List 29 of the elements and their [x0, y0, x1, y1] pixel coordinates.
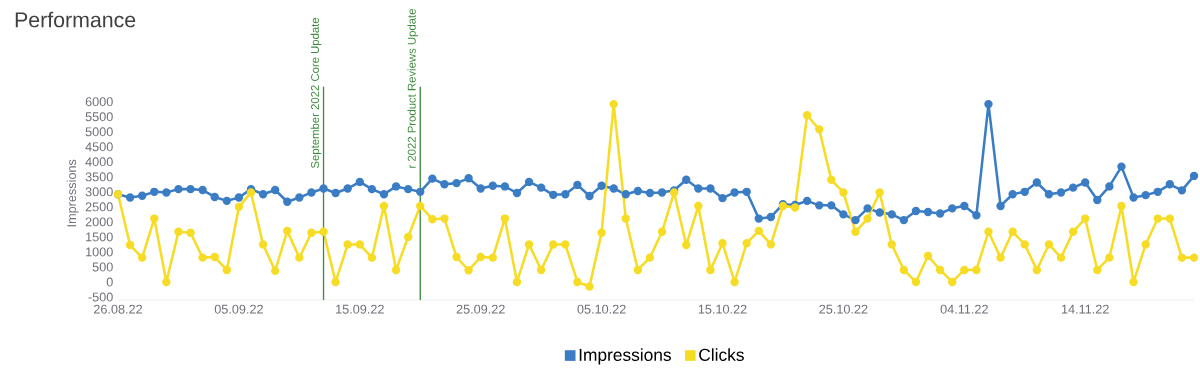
y-tick-label: 3500 [85, 172, 113, 182]
y-tick-label: 2500 [85, 202, 113, 212]
x-tick-label: 25.10.22 [819, 304, 868, 314]
legend-label: Clicks [699, 348, 744, 361]
x-tick-label: 05.10.22 [577, 304, 626, 314]
ref-line-label: September 2022 Core Update [310, 17, 322, 169]
y-tick-label: 4000 [85, 157, 113, 167]
y-tick-label: 5000 [85, 127, 113, 137]
y-tick-label: 3000 [85, 187, 113, 197]
x-tick-label: 25.09.22 [456, 304, 505, 314]
y-tick-label: 500 [92, 262, 113, 272]
x-tick-label: 04.11.22 [940, 304, 988, 314]
y-tick-label: 4500 [85, 142, 113, 152]
x-tick-label: 14.11.22 [1061, 304, 1109, 314]
y-tick-label: 6000 [85, 97, 113, 107]
x-tick-label: 15.10.22 [698, 304, 747, 314]
ref-line-label: r 2022 Product Reviews Update [407, 9, 418, 168]
y-tick-label: -500 [88, 292, 113, 302]
x-tick-label: 15.09.22 [336, 304, 384, 314]
y-axis-title: Impressions [66, 159, 79, 227]
x-tick-label: 26.08.22 [93, 304, 143, 314]
x-tick-label: 05.09.22 [214, 304, 263, 314]
legend-label: Impressions [579, 348, 671, 365]
y-tick-label: 1000 [86, 247, 113, 257]
y-tick-label: 2000 [85, 217, 113, 227]
y-tick-label: 1500 [86, 232, 113, 242]
chart-title: Performance [15, 11, 136, 28]
y-tick-label: 0 [106, 277, 113, 287]
y-tick-label: 5500 [85, 112, 113, 122]
